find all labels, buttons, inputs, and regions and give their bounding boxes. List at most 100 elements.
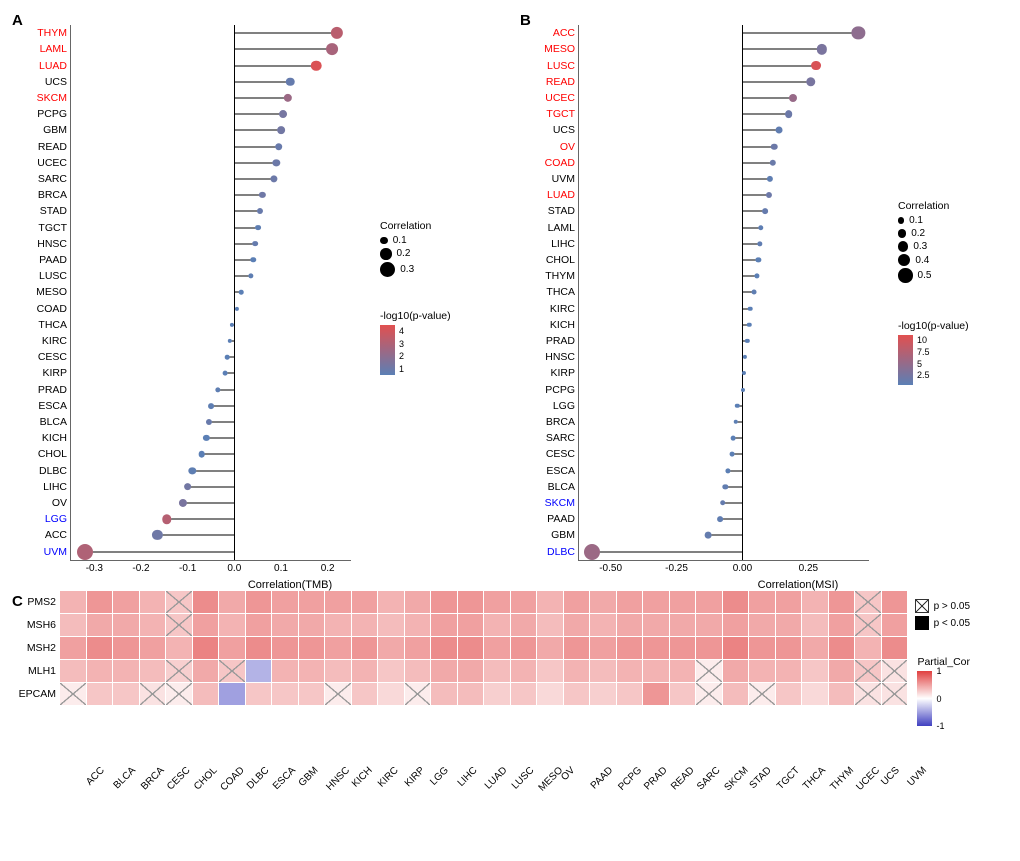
heatmap-cell (325, 591, 351, 613)
cancer-label: KIRP (550, 367, 575, 379)
heatmap-col-label: LIHC (456, 765, 480, 789)
cancer-label: PAAD (547, 513, 575, 525)
legend-dot-icon (898, 229, 906, 237)
cancer-label: LGG (45, 513, 67, 525)
lollipop-stem (234, 49, 332, 50)
heatmap-cell (458, 683, 484, 705)
heatmap-cell (87, 614, 113, 636)
lollipop-dot (752, 290, 757, 295)
legend-dot-icon (380, 237, 388, 245)
panel-c-sig-legend: p > 0.05 p < 0.05 (915, 599, 970, 633)
lollipop-stem (742, 162, 772, 163)
lollipop-dot (252, 241, 258, 247)
cancer-label: KICH (550, 319, 575, 331)
colorbar-tick: 7.5 (917, 347, 930, 357)
cancer-label: SKCM (37, 92, 67, 104)
lollipop-dot (227, 339, 231, 343)
lollipop-dot (189, 467, 196, 474)
heatmap-cell (537, 660, 563, 682)
heatmap-cell (352, 614, 378, 636)
lollipop-stem (202, 454, 235, 455)
panel-a-plot: -0.3-0.2-0.10.00.10.2THYMLAMLLUADUCSSKCM… (70, 25, 510, 561)
cancer-label: ACC (553, 27, 575, 39)
panel-a-label: A (12, 12, 23, 29)
lollipop-stem (234, 33, 337, 34)
heatmap-cell (60, 614, 86, 636)
heatmap-cell (60, 637, 86, 659)
cor-colorbar-icon (917, 671, 932, 726)
cancer-label: READ (38, 141, 67, 153)
heatmap-cell (113, 591, 139, 613)
heatmap-cell (749, 660, 775, 682)
heatmap-cell (564, 614, 590, 636)
sig-symbol-icon (915, 599, 929, 613)
heatmap-cell (140, 614, 166, 636)
heatmap-cell (60, 591, 86, 613)
colorbar-tick: 10 (917, 335, 927, 345)
lollipop-dot (757, 241, 762, 246)
heatmap-col-label: ACC (84, 765, 107, 788)
heatmap-cell (458, 614, 484, 636)
lollipop-dot (729, 452, 734, 457)
heatmap-col-label: KICH (350, 765, 375, 790)
lollipop-stem (742, 33, 858, 34)
x-tick: -0.3 (86, 563, 103, 574)
lollipop-dot (743, 355, 747, 359)
heatmap-col-label: LUAD (483, 765, 510, 792)
cancer-label: PCPG (545, 384, 575, 396)
heatmap-col-label: ESCA (271, 765, 298, 792)
heatmap-cell (511, 637, 537, 659)
lollipop-dot (705, 532, 712, 539)
heatmap-cell (166, 660, 192, 682)
lollipop-dot (748, 306, 753, 311)
lollipop-dot (152, 530, 162, 540)
heatmap-cell (776, 614, 802, 636)
colorbar-tick: 5 (917, 359, 922, 369)
sig-legend-row: p > 0.05 (915, 599, 970, 613)
lollipop-stem (234, 146, 278, 147)
heatmap-cell (140, 591, 166, 613)
heatmap-cell (696, 660, 722, 682)
x-tick: -0.1 (179, 563, 196, 574)
heatmap-col-label: SKCM (722, 765, 750, 793)
heatmap-cell (829, 637, 855, 659)
heatmap-cell (140, 637, 166, 659)
heatmap-cell (643, 637, 669, 659)
colorbar-tick: 2.5 (917, 370, 930, 380)
size-legend-row: 0.2 (380, 248, 431, 260)
colorbar-icon (380, 325, 395, 375)
heatmap-cell (696, 614, 722, 636)
cancer-label: DLBC (39, 465, 67, 477)
heatmap-cell (802, 660, 828, 682)
x-tick: 0.00 (733, 563, 752, 574)
heatmap-cell (299, 683, 325, 705)
cancer-label: KICH (42, 432, 67, 444)
heatmap-cell (643, 683, 669, 705)
colorbar-icon (898, 335, 913, 385)
lollipop-stem (234, 178, 274, 179)
lollipop-dot (806, 77, 815, 86)
heatmap-cell (272, 591, 298, 613)
heatmap-cell (405, 683, 431, 705)
legend-dot-icon (898, 217, 904, 223)
heatmap-cell (166, 683, 192, 705)
heatmap-row-label: MLH1 (28, 665, 56, 677)
lollipop-dot (852, 26, 865, 39)
lollipop-dot (248, 273, 253, 278)
cancer-label: TGCT (38, 222, 67, 234)
sig-legend-row: p < 0.05 (915, 616, 970, 630)
lollipop-dot (225, 355, 230, 360)
lollipop-dot (720, 500, 726, 506)
lollipop-dot (747, 322, 752, 327)
cancer-label: KIRC (550, 303, 575, 315)
lollipop-dot (326, 43, 338, 55)
lollipop-stem (725, 486, 742, 487)
legend-value: 0.2 (397, 248, 411, 259)
cancer-label: THYM (37, 27, 67, 39)
heatmap-cell (643, 660, 669, 682)
heatmap-cell (670, 591, 696, 613)
heatmap-cell (113, 660, 139, 682)
lollipop-dot (239, 290, 244, 295)
x-tick: 0.0 (227, 563, 241, 574)
heatmap-cell (431, 614, 457, 636)
